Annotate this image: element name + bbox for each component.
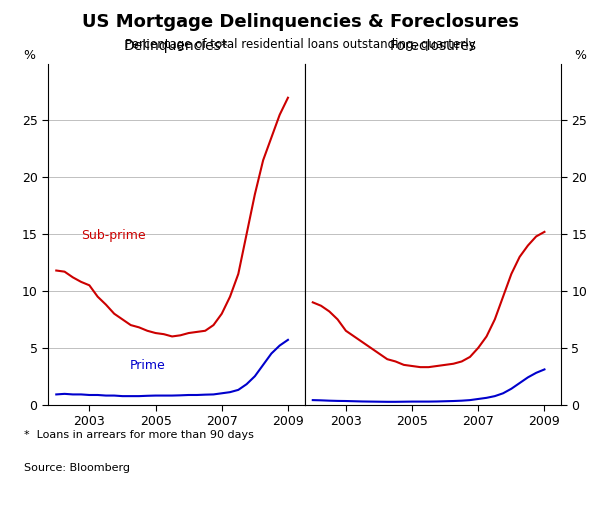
- Text: %: %: [574, 49, 586, 62]
- Text: Sub-prime: Sub-prime: [82, 230, 146, 242]
- Text: %: %: [23, 49, 35, 62]
- Text: *  Loans in arrears for more than 90 days: * Loans in arrears for more than 90 days: [24, 430, 254, 440]
- Text: Percentage of total residential loans outstanding, quarterly: Percentage of total residential loans ou…: [125, 38, 475, 51]
- Text: Source: Bloomberg: Source: Bloomberg: [24, 463, 130, 473]
- Text: Delinquencies*: Delinquencies*: [124, 39, 229, 53]
- Text: US Mortgage Delinquencies & Foreclosures: US Mortgage Delinquencies & Foreclosures: [82, 13, 518, 31]
- Text: Foreclosures: Foreclosures: [389, 39, 476, 53]
- Text: Prime: Prime: [130, 359, 166, 372]
